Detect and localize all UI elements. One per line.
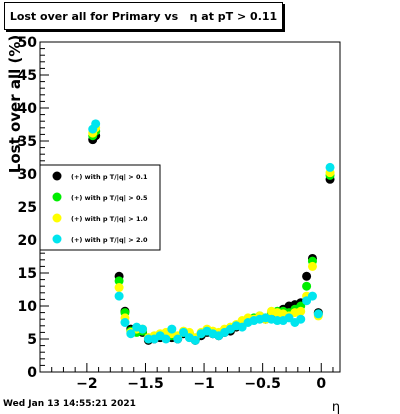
data-point — [114, 283, 124, 293]
x-tick-label: −0.5 — [244, 376, 281, 392]
series-4 — [41, 119, 335, 345]
data-point — [161, 334, 171, 344]
data-point — [296, 314, 306, 324]
legend-marker — [52, 234, 62, 244]
y-tick-label: 20 — [18, 233, 38, 249]
data-point — [302, 271, 312, 281]
legend: (+) with p T/|q| > 0.1 (+) with p T/|q| >… — [39, 164, 161, 251]
x-tick-label: −1 — [193, 376, 214, 392]
y-tick-label: 25 — [18, 200, 37, 216]
legend-entry: (+) with p T/|q| > 0.5 — [52, 192, 148, 203]
x-axis-label: η — [332, 400, 340, 414]
data-point — [138, 324, 148, 334]
y-tick-label: 5 — [27, 332, 37, 348]
legend-label: (+) with p T/|q| > 0.1 — [71, 173, 148, 182]
chart-title: Lost over all for Primary vs η at pT > 0… — [9, 9, 278, 23]
data-point — [296, 306, 306, 316]
y-tick-label: 35 — [18, 134, 37, 150]
y-tick-label: 0 — [27, 365, 37, 381]
legend-marker — [52, 192, 62, 202]
data-markers — [41, 119, 335, 345]
data-point — [126, 329, 136, 339]
legend-label: (+) with p T/|q| > 1.0 — [71, 215, 148, 224]
data-point — [313, 309, 323, 319]
data-point — [167, 324, 177, 334]
legend-entry: (+) with p T/|q| > 2.0 — [52, 234, 148, 245]
y-tick-label: 50 — [18, 35, 38, 51]
data-point — [307, 291, 317, 301]
x-axis: −2 −1.5 −1 −0.5 0 — [51, 363, 334, 392]
data-point — [91, 119, 101, 129]
y-axis: 0 5 10 15 20 25 30 35 40 45 50 — [18, 35, 49, 381]
legend-entry: (+) with p T/|q| > 0.1 — [52, 171, 148, 182]
data-point — [302, 281, 312, 291]
timestamp: Wed Jan 13 14:55:21 2021 — [3, 399, 136, 409]
title-box: Lost over all for Primary vs η at pT > 0… — [4, 2, 283, 30]
data-point — [120, 318, 130, 327]
legend-label: (+) with p T/|q| > 0.5 — [71, 194, 148, 203]
y-axis-label: Lost over all (%) — [6, 35, 24, 173]
data-point — [190, 335, 200, 345]
legend-label: (+) with p T/|q| > 2.0 — [71, 236, 148, 245]
y-tick-label: 45 — [18, 68, 37, 84]
legend-entry: (+) with p T/|q| > 1.0 — [52, 213, 148, 224]
data-point — [173, 334, 183, 344]
x-tick-label: 0 — [316, 376, 326, 392]
data-point — [114, 291, 124, 301]
data-point — [307, 261, 317, 271]
y-tick-label: 15 — [18, 266, 37, 282]
y-tick-label: 40 — [18, 101, 38, 117]
data-point — [179, 327, 189, 337]
legend-marker — [52, 171, 62, 181]
data-point — [325, 162, 335, 172]
y-tick-label: 30 — [18, 167, 38, 183]
x-tick-label: −1.5 — [127, 376, 164, 392]
y-tick-label: 10 — [18, 299, 38, 315]
x-tick-label: −2 — [76, 376, 97, 392]
data-point — [114, 276, 124, 286]
legend-marker — [52, 213, 62, 223]
